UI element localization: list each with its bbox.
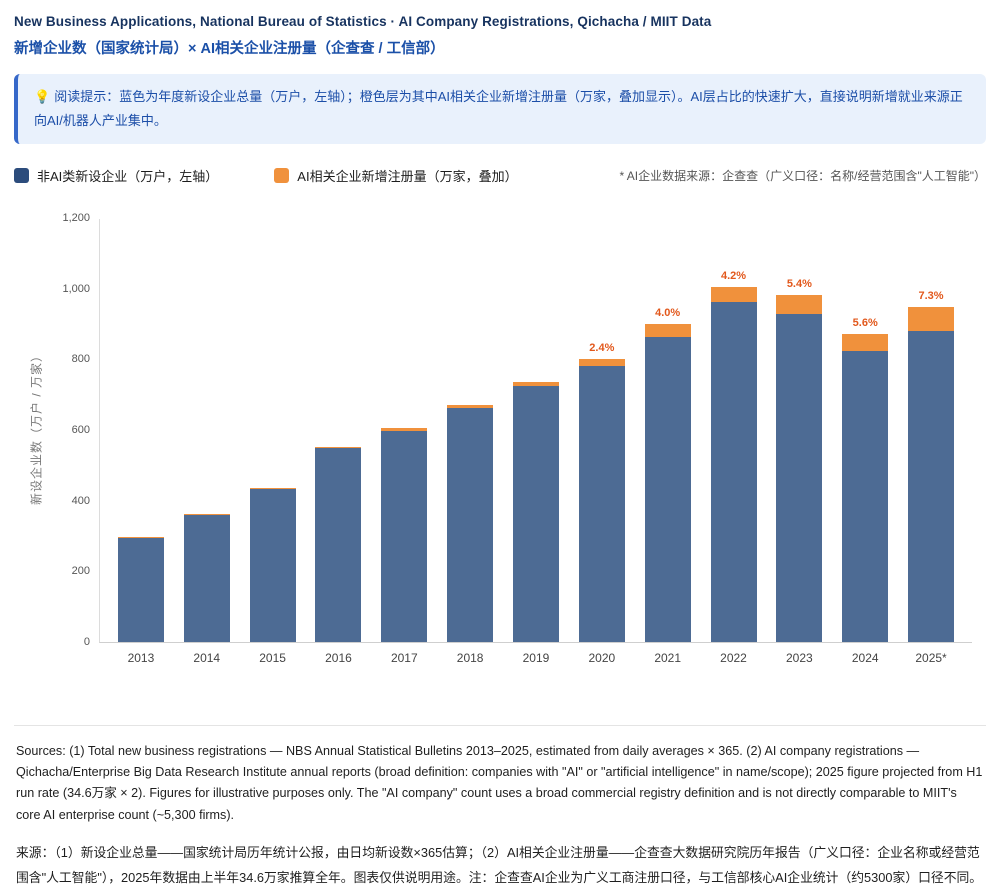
- x-axis-label: 2017: [390, 651, 418, 666]
- reading-tip-box: 💡 阅读提示：蓝色为年度新设企业总量（万户，左轴）；橙色层为其中AI相关企业新增注…: [14, 74, 986, 145]
- non-ai-segment: [908, 331, 955, 643]
- x-axis-label: 2016: [325, 651, 352, 666]
- non-ai-segment: [776, 314, 823, 643]
- bar-percent-label: 5.4%: [786, 278, 812, 291]
- ai-segment: [908, 306, 955, 332]
- x-axis-label: 2025*: [915, 651, 947, 666]
- ai-segment: [512, 382, 559, 387]
- bar-2013: 2013: [117, 219, 164, 665]
- bar-percent-label: 4.0%: [655, 307, 681, 320]
- ai-segment: [644, 324, 691, 337]
- x-axis-label: 2014: [193, 651, 221, 666]
- legend-item-non-ai: 非AI类新设企业（万户，左轴）: [14, 166, 218, 185]
- bar-percent-label: 2.4%: [589, 342, 615, 355]
- non-ai-segment: [117, 538, 164, 643]
- bar-2015: 2015: [249, 219, 296, 665]
- non-ai-segment: [249, 489, 296, 643]
- footer: Sources: (1) Total new business registra…: [14, 741, 986, 891]
- non-ai-segment: [315, 448, 362, 643]
- stacked-bar-chart: 新设企业数（万户 / 万家） 0 200 400 600 800 1,000 1,200 2…: [14, 207, 986, 685]
- ai-segment: [578, 359, 625, 367]
- non-ai-segment: [447, 408, 494, 643]
- x-axis-label: 2013: [127, 651, 155, 666]
- ai-segment: [117, 537, 164, 539]
- y-axis-tick-label: 200: [71, 565, 90, 578]
- y-axis-tick-label: 1,000: [62, 282, 90, 295]
- data-source-note: * AI企业数据来源：企查查（广义口径：名称/经营范围含"人工智能"）: [619, 169, 986, 184]
- non-ai-segment: [710, 301, 757, 643]
- y-axis-tick-label: 600: [71, 424, 90, 437]
- legend-label-ai: AI相关企业新增注册量（万家，叠加）: [297, 169, 518, 185]
- bar-2016: 2016: [315, 219, 362, 665]
- x-axis-label: 2020: [588, 651, 616, 666]
- y-axis-tick-label: 1,200: [62, 212, 90, 225]
- bar-2020: 2.4% 2020: [578, 219, 625, 665]
- bar-2019: 2019: [512, 219, 559, 665]
- ai-segment: [447, 405, 494, 409]
- ai-segment: [183, 513, 230, 515]
- non-ai-segment: [644, 336, 691, 643]
- bar-2023: 5.4% 2023: [776, 219, 823, 665]
- ai-segment: [381, 428, 428, 431]
- lightbulb-icon: 💡: [34, 89, 51, 104]
- bar-2018: 2018: [447, 219, 494, 665]
- x-axis-label: 2024: [851, 651, 879, 666]
- page-title-zh: 新增企业数（国家统计局）× AI相关企业注册量（企查查 / 工信部）: [14, 41, 445, 57]
- bar-percent-label: 7.3%: [918, 289, 944, 302]
- legend-swatch-ai-icon: [274, 168, 290, 184]
- legend-swatch-non-ai-icon: [14, 168, 29, 184]
- bar-2017: 2017: [381, 219, 428, 665]
- bar-2025*: 7.3% 2025*: [908, 219, 955, 665]
- bar-percent-label: 5.6%: [852, 316, 878, 329]
- bar-percent-label: 4.2%: [720, 270, 747, 283]
- x-axis-label: 2019: [522, 651, 550, 666]
- page-title-en: New Business Applications, National Bure…: [14, 14, 712, 29]
- ai-segment: [842, 333, 889, 351]
- non-ai-segment: [842, 350, 889, 643]
- x-axis-label: 2021: [654, 651, 682, 666]
- bars-container: 2013 2014 2015 2016 2017 2018 2019 2.4% 2020 4.0%…: [100, 219, 972, 665]
- ai-segment: [249, 488, 296, 490]
- legend-item-ai: AI相关企业新增注册量（万家，叠加）: [274, 166, 518, 185]
- chart-legend: 非AI类新设企业（万户，左轴） AI相关企业新增注册量（万家，叠加） * AI企…: [14, 166, 986, 185]
- y-axis-tick-label: 400: [71, 494, 90, 507]
- bar-2021: 4.0% 2021: [644, 219, 691, 665]
- x-axis-label: 2023: [786, 651, 813, 666]
- x-axis-label: 2022: [720, 651, 747, 666]
- non-ai-segment: [381, 430, 428, 643]
- non-ai-segment: [183, 514, 230, 643]
- y-axis-tick-label: 0: [83, 636, 90, 649]
- non-ai-segment: [512, 386, 559, 643]
- x-axis-label: 2018: [456, 651, 484, 666]
- plot-area: 0 200 400 600 800 1,000 1,200 2013 2014 2015 2016…: [62, 212, 972, 665]
- y-axis-tick-label: 800: [71, 353, 90, 366]
- ai-segment: [315, 446, 362, 449]
- footer-divider: [14, 725, 986, 727]
- bar-2014: 2014: [183, 219, 230, 665]
- y-axis-title: 新设企业数（万户 / 万家）: [29, 348, 44, 505]
- bar-2022: 4.2% 2022: [710, 219, 757, 665]
- non-ai-segment: [578, 366, 625, 643]
- sources-paragraph-en: Sources: (1) Total new business registra…: [16, 744, 983, 822]
- legend-label-non-ai: 非AI类新设企业（万户，左轴）: [37, 169, 219, 185]
- x-axis-label: 2015: [259, 651, 286, 666]
- ai-segment: [776, 295, 823, 315]
- reading-tip-text: 阅读提示：蓝色为年度新设企业总量（万户，左轴）；橙色层为其中AI相关企业新增注册…: [34, 89, 963, 129]
- bar-2024: 5.6% 2024: [842, 219, 889, 665]
- sources-paragraph-zh: 来源：（1）新设企业总量——国家统计局历年统计公报，由日均新设数×365估算；（…: [16, 844, 983, 885]
- ai-segment: [710, 287, 757, 302]
